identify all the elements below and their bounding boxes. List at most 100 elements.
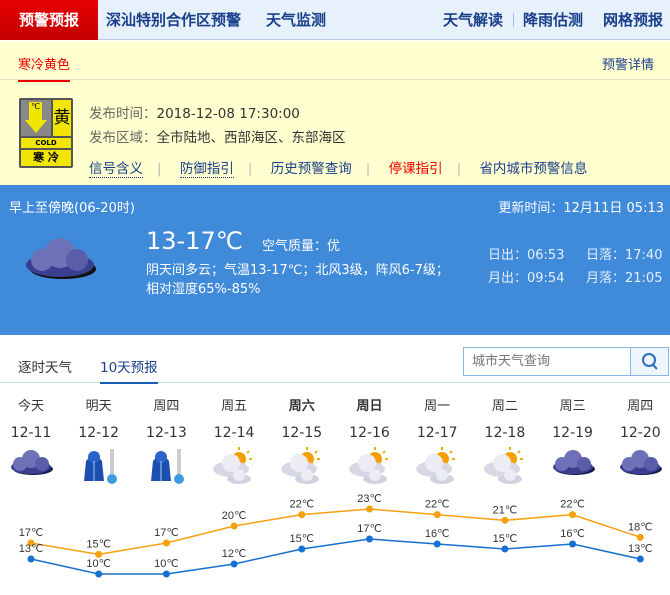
forecast-day: 周一 12-17 (404, 395, 470, 491)
cloud-icon (620, 450, 663, 475)
high-temp-point (27, 539, 35, 547)
sign-unit: ℃ (29, 102, 42, 120)
link-history-query[interactable]: 历史预警查询 (270, 161, 352, 177)
low-temp-label: 13℃ (19, 543, 44, 555)
high-temp-point (433, 511, 441, 519)
high-temp-point (569, 511, 577, 519)
moonrise: 月出：09:54 (488, 271, 565, 286)
link-signal-meaning[interactable]: 信号含义 (89, 161, 143, 178)
nav-weather-interpret[interactable]: 天气解读 (443, 11, 504, 29)
high-temp-point (501, 516, 509, 524)
high-temp-label: 17℃ (154, 527, 179, 539)
high-temp-label: 22℃ (560, 499, 585, 511)
link-class-suspension[interactable]: 停课指引 (388, 161, 443, 177)
high-temp-label: 23℃ (357, 493, 382, 505)
forecast-day: 周四 12-20 (607, 395, 670, 491)
date: 12-14 (213, 425, 255, 441)
low-temp-point (230, 560, 238, 568)
weekday: 周四 (627, 399, 654, 414)
high-temp-label: 21℃ (493, 504, 518, 516)
date: 12-18 (484, 425, 526, 441)
tab-10-day[interactable]: 10天预报 (100, 356, 158, 384)
low-temp-label: 16℃ (560, 528, 585, 540)
low-temp-label: 10℃ (154, 558, 179, 570)
search-input[interactable] (464, 348, 630, 375)
low-temp-label: 15℃ (493, 533, 518, 545)
cloud-icon (26, 238, 96, 279)
forecast-day: 周六 12-15 (269, 395, 335, 491)
low-temp-point (162, 570, 170, 578)
low-temp-label: 12℃ (222, 548, 247, 560)
forecast-day: 周二 12-18 (472, 395, 538, 491)
date: 12-11 (10, 425, 52, 441)
air-quality: 空气质量：优 (262, 239, 341, 254)
forecast-day: 周五 12-14 (201, 395, 267, 491)
date: 12-15 (281, 425, 323, 441)
top-nav: 预警预报 深汕特别合作区预警 天气监测 天气解读 降雨估测 网格预报 (0, 0, 670, 40)
cloud-icon (11, 450, 53, 475)
low-temp-point (636, 555, 644, 563)
issue-area: 发布区域：全市陆地、西部海区、东部海区 (89, 126, 346, 146)
low-temp-label: 13℃ (628, 543, 653, 555)
nav-rain-estimate[interactable]: 降雨估测 (523, 11, 584, 29)
nav-warning-forecast[interactable]: 预警预报 (0, 0, 98, 40)
high-temp-label: 15℃ (86, 538, 111, 550)
nav-grid-forecast[interactable]: 网格预报 (603, 11, 664, 29)
high-temp-label: 22℃ (290, 499, 315, 511)
tab-cold-yellow[interactable]: 寒冷黄色 (18, 54, 71, 82)
cold-yellow-signal-icon: ℃ 黄 COLD 寒 冷 (19, 98, 73, 168)
city-search (463, 347, 669, 376)
high-temp-label: 18℃ (628, 521, 653, 533)
warning-detail-link[interactable]: 预警详情 (601, 58, 654, 73)
humidity: 相对湿度65%-85% (146, 282, 261, 297)
weekday: 周三 (559, 399, 586, 414)
high-temp-point (636, 533, 644, 541)
high-temp-point (162, 539, 170, 547)
tab-hourly[interactable]: 逐时天气 (18, 360, 72, 376)
sign-en: COLD (21, 138, 71, 148)
sunset: 日落：17:40 (586, 248, 663, 263)
low-temp-label: 17℃ (357, 523, 382, 535)
weekday: 明天 (85, 399, 112, 414)
high-temp-point (95, 550, 103, 558)
period: 早上至傍晚(06-20时) (9, 201, 135, 216)
search-button[interactable] (630, 348, 668, 375)
temp-range: 13-17℃ (146, 227, 243, 255)
description: 阴天间多云；气温13-17℃；北风3级，阵风6-7级； (146, 263, 449, 278)
high-temp-point (298, 511, 306, 519)
forecast-day: 明天 12-12 (66, 395, 132, 491)
forecast-day: 周四 12-13 (133, 395, 199, 491)
low-temp-point (366, 535, 373, 543)
sun-cloud-icon (280, 447, 320, 484)
issue-time: 发布时间：2018-12-08 17:30:00 (89, 102, 300, 122)
link-defense-guide[interactable]: 防御指引 (179, 161, 234, 178)
sun-cloud-icon (483, 447, 523, 484)
weekday: 周五 (221, 399, 248, 414)
label: 发布区域： (89, 130, 157, 146)
value: 2018-12-08 17:30:00 (156, 106, 300, 122)
search-icon (642, 353, 658, 370)
sun-cloud-icon (416, 447, 456, 484)
low-temp-label: 16℃ (425, 528, 450, 540)
high-temp-point (366, 505, 373, 513)
sunrise: 日出：06:53 (488, 248, 565, 263)
high-temp-label: 17℃ (19, 527, 44, 539)
divider (513, 13, 514, 27)
label: 发布时间： (89, 106, 157, 122)
nav-shenshan-warning[interactable]: 深汕特别合作区预警 (106, 11, 242, 29)
low-temp-label: 15℃ (290, 533, 315, 545)
cold-icon (83, 449, 117, 484)
date: 12-19 (552, 425, 593, 441)
sign-name: 寒 冷 (21, 150, 71, 166)
high-temp-point (230, 522, 238, 530)
weekday: 周四 (153, 399, 180, 414)
date: 12-13 (146, 425, 187, 441)
date: 12-16 (349, 425, 390, 441)
moonset: 月落：21:05 (586, 271, 663, 286)
weekday: 周一 (424, 399, 451, 414)
link-province-warnings[interactable]: 省内城市预警信息 (479, 161, 588, 177)
cold-icon (151, 449, 185, 484)
nav-weather-monitor[interactable]: 天气监测 (266, 11, 327, 29)
sign-level: 黄 (53, 100, 71, 136)
weekday: 周六 (288, 399, 315, 414)
